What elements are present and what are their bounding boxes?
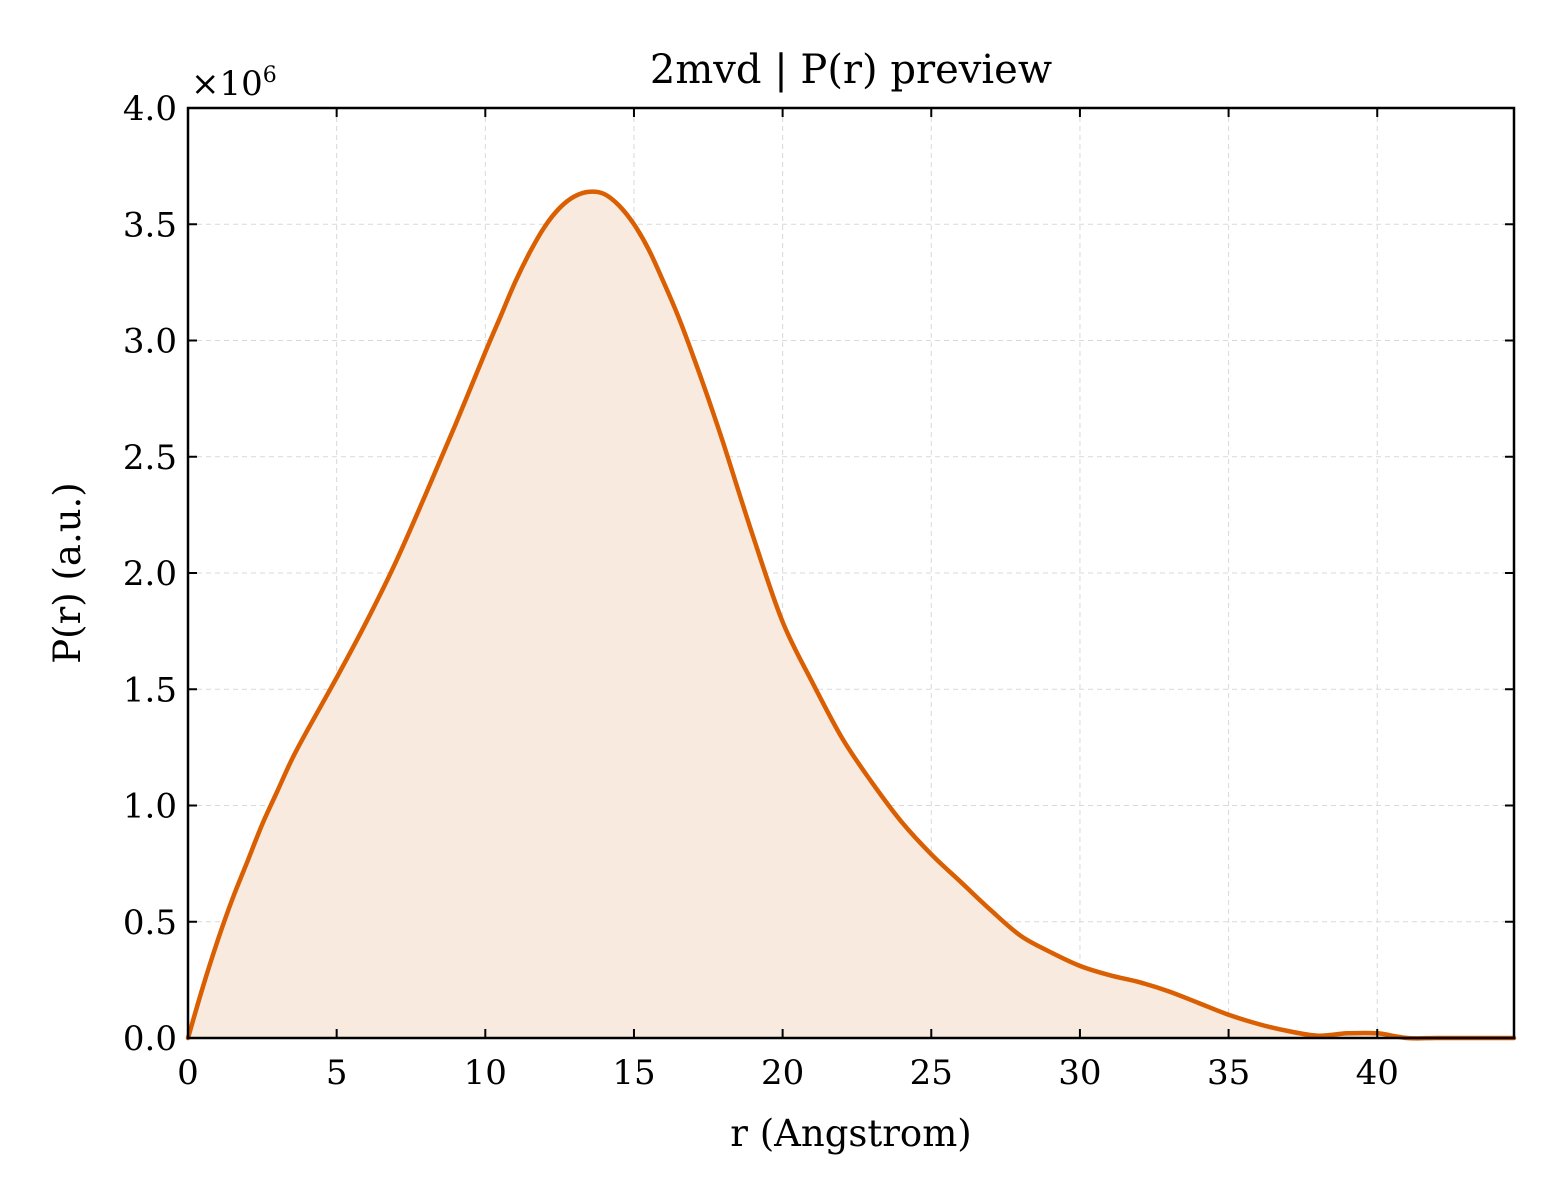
y-tick-label: 0.5 [123, 903, 177, 943]
y-offset-base: ×10 [191, 64, 263, 104]
x-tick-label: 35 [1207, 1053, 1250, 1093]
x-tick-label: 5 [326, 1053, 348, 1093]
x-tick-label: 30 [1058, 1053, 1101, 1093]
y-offset-label: ×106 [191, 63, 277, 104]
series-line [185, 189, 1517, 1041]
y-tick-label: 2.5 [123, 438, 177, 478]
y-tick-label: 1.5 [123, 670, 177, 710]
x-tick-label: 20 [761, 1053, 804, 1093]
x-tick-label: 40 [1356, 1053, 1399, 1093]
x-tick-label: 25 [910, 1053, 953, 1093]
x-tick-label: 15 [612, 1053, 655, 1093]
x-tick-label: 0 [177, 1053, 199, 1093]
chart-title: 2mvd | P(r) preview [650, 47, 1052, 93]
y-tick-label: 3.5 [123, 205, 177, 245]
y-axis-ticks: 0.0 0.5 1.0 1.5 2.0 2.5 3.0 3.5 4.0 [123, 89, 1514, 1059]
y-tick-label: 3.0 [123, 322, 177, 362]
y-tick-label: 4.0 [123, 89, 177, 129]
x-axis-ticks: 0 5 10 15 20 25 30 35 40 [177, 108, 1399, 1093]
y-tick-label: 0.0 [123, 1019, 177, 1059]
x-axis-title: r (Angstrom) [730, 1112, 971, 1155]
y-offset-exponent: 6 [263, 63, 277, 88]
x-tick-label: 10 [464, 1053, 507, 1093]
y-axis-title: P(r) (a.u.) [46, 482, 89, 664]
y-tick-label: 2.0 [123, 554, 177, 594]
area-fill [188, 191, 1514, 1039]
y-tick-label: 1.0 [123, 787, 177, 827]
